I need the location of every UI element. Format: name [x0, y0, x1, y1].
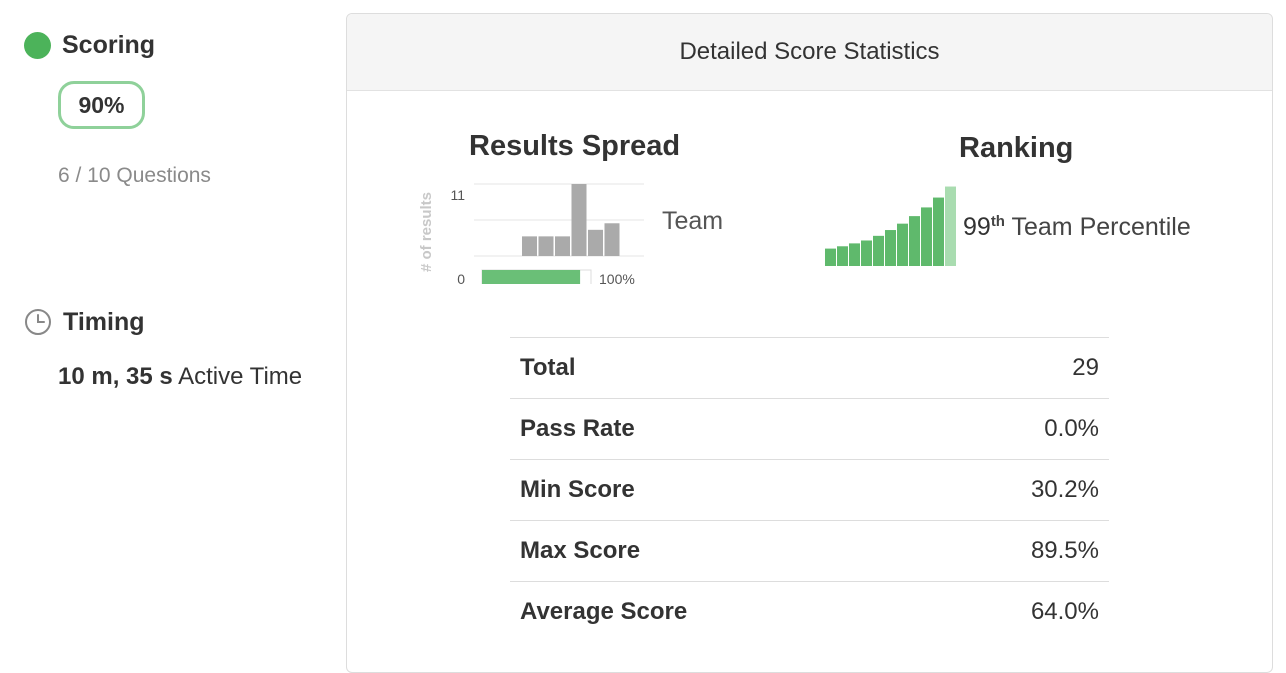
- stats-value: 64.0%: [1030, 598, 1099, 626]
- ranking-bar: [873, 235, 884, 266]
- stats-table: Total 29 Pass Rate 0.0% Min Score 30.2% Max Sc…: [510, 337, 1109, 643]
- stats-value: 30.2%: [1030, 476, 1099, 503]
- stats-label: Average Score: [520, 598, 688, 626]
- ranking-bar: [909, 216, 920, 266]
- stats-row: Total 29: [510, 337, 1109, 399]
- percentile-label: Team Percentile: [1011, 213, 1191, 241]
- y-axis-label: # of results: [418, 192, 435, 272]
- histogram-bar: [538, 236, 554, 256]
- histogram-bar: [604, 223, 620, 256]
- results-spread-series-label: Team: [662, 207, 724, 235]
- histogram-bar: [555, 236, 570, 256]
- status-dot-icon: [24, 32, 51, 59]
- ranking-percentile: 99th Team Percentile: [963, 213, 1191, 242]
- ranking-bar: [825, 248, 836, 266]
- y-tick-label: 11: [450, 187, 465, 203]
- stats-label: Max Score: [520, 537, 641, 564]
- scoring-header: Scoring: [24, 32, 155, 59]
- histogram-bar: [522, 236, 537, 256]
- stats-row: Min Score 30.2%: [510, 459, 1109, 521]
- scoring-title: Scoring: [62, 31, 156, 59]
- stats-value: 29: [1072, 354, 1099, 381]
- ranking-chart: [825, 186, 956, 266]
- panel-title: Detailed Score Statistics: [347, 14, 1272, 91]
- percentile-suffix: th: [990, 213, 1005, 230]
- active-time-value: 10 m, 35 s: [58, 363, 173, 390]
- ranking-bar: [861, 240, 872, 266]
- y-tick-label: 0: [457, 271, 465, 284]
- stats-value: 89.5%: [1030, 537, 1099, 564]
- stats-row: Average Score 64.0%: [510, 581, 1109, 643]
- stats-value: 0.0%: [1044, 415, 1099, 442]
- timing-title: Timing: [63, 307, 145, 336]
- ranking-bar: [933, 197, 944, 266]
- active-time: 10 m, 35 s Active Time: [58, 363, 302, 391]
- ranking-bar: [897, 223, 908, 266]
- results-spread-title: Results Spread: [469, 130, 681, 162]
- percentile-value: 99: [963, 213, 991, 241]
- stats-row: Pass Rate 0.0%: [510, 398, 1109, 460]
- histogram-bar: [571, 184, 587, 256]
- ranking-bar: [837, 246, 848, 266]
- questions-count: 6 / 10 Questions: [58, 164, 211, 187]
- stats-row: Max Score 89.5%: [510, 520, 1109, 582]
- stats-label: Min Score: [520, 476, 635, 503]
- stats-label: Total: [520, 354, 576, 381]
- results-spread-chart: # of results 0 11 100%: [418, 183, 644, 284]
- summary-column: Scoring 90% 6 / 10 Questions Timing 10 m…: [0, 0, 340, 649]
- ranking-bar: [849, 243, 860, 266]
- score-badge: 90%: [58, 81, 145, 129]
- ranking-bar: [921, 207, 932, 266]
- clock-icon: [24, 308, 52, 336]
- stats-label: Pass Rate: [520, 415, 635, 442]
- timing-header: Timing: [24, 308, 144, 336]
- score-statistics-panel: Detailed Score Statistics Results Spread…: [346, 13, 1273, 673]
- histogram-bar: [588, 229, 603, 256]
- x-tick-label: 100%: [599, 271, 635, 284]
- ranking-bar: [885, 230, 896, 266]
- score-marker-bar: [482, 270, 581, 284]
- ranking-bar-highlight: [945, 186, 956, 266]
- active-time-label: Active Time: [178, 363, 303, 390]
- ranking-title: Ranking: [959, 132, 1074, 164]
